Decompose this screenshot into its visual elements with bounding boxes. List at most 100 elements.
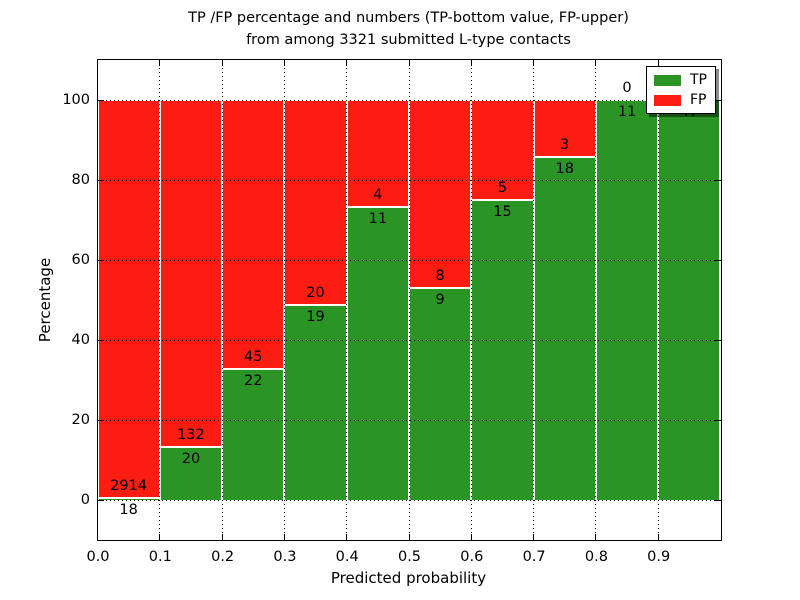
y-tick-label: 40 <box>71 332 90 348</box>
x-tick-label: 0.0 <box>86 549 110 565</box>
tp-bar-segment <box>658 100 721 500</box>
gridline-vertical <box>221 60 223 540</box>
chart-title: TP /FP percentage and numbers (TP-bottom… <box>97 7 720 51</box>
y-tick-label: 0 <box>80 492 90 508</box>
gridline-vertical <box>657 60 659 540</box>
y-tick-mark <box>714 419 721 421</box>
fp-bar-segment <box>409 100 472 289</box>
tp-count-label: 9 <box>435 292 445 309</box>
legend: TP FP <box>646 66 716 114</box>
legend-item: TP <box>654 72 707 88</box>
y-tick-mark <box>97 499 104 501</box>
x-tick-mark <box>470 534 472 540</box>
x-tick-mark <box>470 60 472 66</box>
x-tick-mark <box>283 534 285 540</box>
x-tick-mark <box>595 534 597 540</box>
legend-label-tp: TP <box>690 72 707 88</box>
legend-swatch-fp <box>654 94 681 106</box>
y-tick-mark <box>714 499 721 501</box>
x-axis-title: Predicted probability <box>330 569 487 587</box>
y-tick-label: 100 <box>62 92 90 108</box>
x-tick-label: 0.1 <box>148 549 172 565</box>
y-tick-mark <box>97 259 104 261</box>
legend-label-fp: FP <box>690 92 707 108</box>
x-tick-label: 0.5 <box>397 549 422 565</box>
tp-count-label: 11 <box>368 210 388 227</box>
fp-count-label: 45 <box>244 348 263 365</box>
y-tick-mark <box>714 179 721 181</box>
fp-bar-segment <box>533 100 596 158</box>
tp-bar-segment <box>409 288 472 500</box>
gridline-vertical <box>283 60 285 540</box>
tp-bar-segment <box>595 100 659 500</box>
x-tick-mark <box>97 534 98 540</box>
fp-bar-segment <box>97 100 160 498</box>
y-tick-mark <box>714 259 721 261</box>
y-tick-mark <box>714 339 721 341</box>
fp-count-label: 0 <box>622 80 632 96</box>
fp-count-label: 132 <box>177 427 205 444</box>
tp-bar-segment <box>222 368 285 500</box>
x-tick-mark <box>408 60 410 66</box>
y-tick-label: 80 <box>71 172 90 188</box>
y-tick-mark <box>97 179 104 181</box>
tp-count-label: 15 <box>493 204 512 220</box>
gridline-vertical <box>159 60 161 540</box>
x-tick-label: 0.9 <box>647 549 671 565</box>
fp-bar-segment <box>222 100 285 369</box>
x-tick-label: 0.8 <box>584 549 608 565</box>
x-tick-mark <box>533 60 535 66</box>
x-tick-mark <box>657 534 659 540</box>
x-tick-mark <box>346 534 348 540</box>
plot-area: 291418132204522201941189515318011047 <box>96 59 722 541</box>
x-tick-label: 0.4 <box>335 549 359 565</box>
tp-count-label: 22 <box>244 372 263 389</box>
gridline-vertical <box>346 60 348 540</box>
x-tick-mark <box>221 534 223 540</box>
chart-title-line2: from among 3321 submitted L-type contact… <box>246 32 571 48</box>
y-axis-title: Percentage <box>36 257 55 343</box>
y-tick-mark <box>97 339 104 341</box>
fp-bar-segment <box>284 100 347 306</box>
tp-bar-segment <box>97 497 160 500</box>
x-tick-label: 0.7 <box>522 549 546 565</box>
y-tick-mark <box>97 419 104 421</box>
fp-count-label: 3 <box>560 137 570 154</box>
gridline-vertical <box>470 60 472 540</box>
x-tick-mark <box>97 60 98 66</box>
x-tick-label: 0.2 <box>211 549 235 565</box>
tp-count-label: 19 <box>306 309 325 326</box>
x-tick-mark <box>533 534 535 540</box>
legend-swatch-tp <box>654 74 681 86</box>
x-tick-mark <box>657 60 659 66</box>
fp-count-label: 8 <box>435 268 445 285</box>
tp-bar-segment <box>159 447 223 500</box>
y-tick-label: 60 <box>71 252 90 268</box>
x-tick-mark <box>595 60 597 66</box>
chart-title-line1: TP /FP percentage and numbers (TP-bottom… <box>188 10 629 26</box>
fp-bar-segment <box>471 100 534 200</box>
x-tick-mark <box>159 534 161 540</box>
gridline-vertical <box>408 60 410 540</box>
tp-count-label: 18 <box>555 161 574 178</box>
tp-bar-segment <box>346 206 409 500</box>
tp-bar-segment <box>533 157 596 500</box>
tp-count-label: 11 <box>617 104 637 120</box>
fp-count-label: 20 <box>306 285 325 302</box>
x-tick-mark <box>221 60 223 66</box>
x-tick-mark <box>408 534 410 540</box>
x-tick-label: 0.6 <box>460 549 484 565</box>
tp-count-label: 20 <box>181 451 201 468</box>
x-tick-label: 0.3 <box>273 549 297 565</box>
x-tick-mark <box>346 60 348 66</box>
y-tick-mark <box>97 99 104 101</box>
tp-count-label: 18 <box>119 501 138 518</box>
tp-bar-segment <box>471 200 534 500</box>
tp-bar-segment <box>284 305 347 500</box>
gridline-vertical <box>595 60 597 540</box>
fp-count-label: 4 <box>373 186 383 203</box>
fp-count-label: 2914 <box>110 477 148 494</box>
x-tick-mark <box>159 60 161 66</box>
y-tick-mark <box>714 99 721 101</box>
